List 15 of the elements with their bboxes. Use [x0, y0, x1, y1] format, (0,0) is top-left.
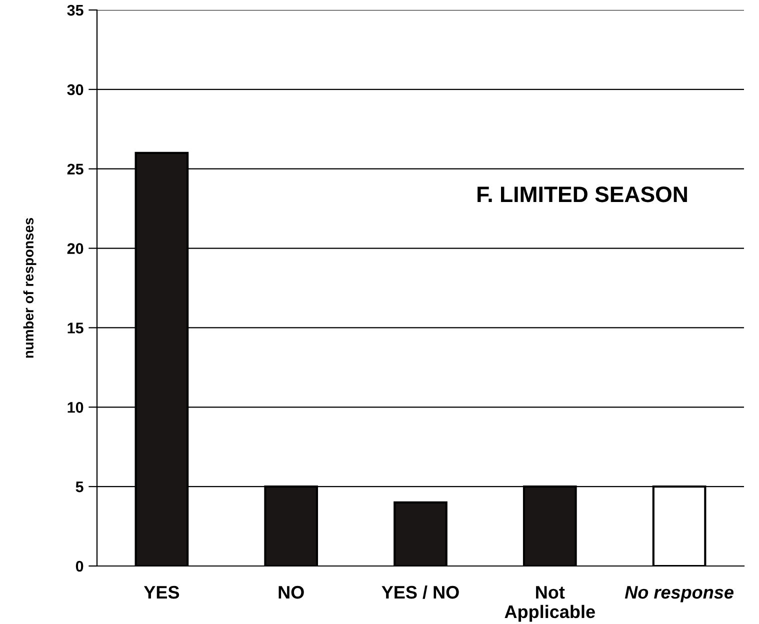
y-tick-label: 30	[67, 84, 84, 96]
x-tick-label: YES	[144, 586, 180, 599]
y-tick-label: 0	[76, 560, 84, 572]
text: F. LIMITED SEASON	[478, 186, 687, 202]
y-tick-label: 10	[68, 402, 84, 413]
y-tick-label: 5	[76, 482, 84, 492]
x-tick-label: No response	[624, 586, 734, 602]
y-tick-label: 25	[67, 164, 84, 175]
y-tick-label: 15	[68, 322, 84, 334]
x-tick-label: Not Applicable	[504, 586, 595, 622]
x-tick-label: YES / NO	[382, 585, 459, 599]
y-axis-title: number of responses	[23, 218, 36, 358]
y-tick-label: 20	[67, 243, 84, 254]
y-tick-label: 35	[67, 4, 84, 16]
x-tick-label: NO	[278, 586, 304, 599]
